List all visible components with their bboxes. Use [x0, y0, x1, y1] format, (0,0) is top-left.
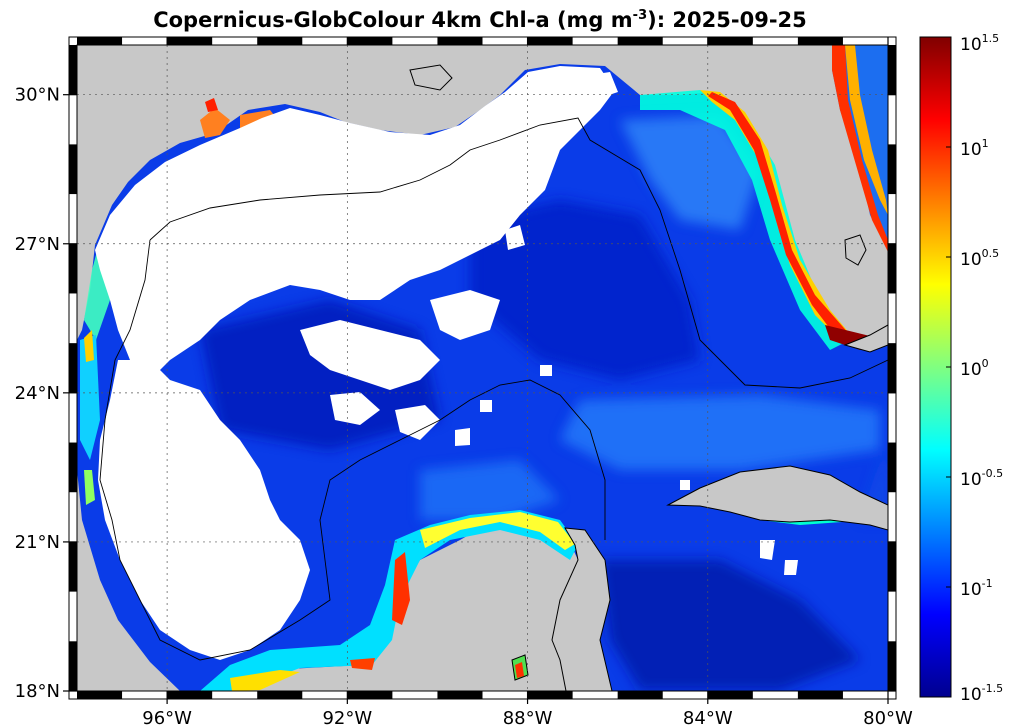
lat-tick-label: 21°N [15, 532, 60, 553]
lat-tick-label: 27°N [15, 234, 60, 255]
florida-shelf-band [640, 90, 850, 350]
frame-segment [257, 37, 303, 45]
chlorophyll-variation [200, 115, 888, 690]
lon-tick-label: 84°W [683, 708, 733, 727]
frame-segment [69, 243, 77, 294]
lat-tick-label: 18°N [15, 681, 60, 702]
mexico-coastal-band [80, 335, 100, 460]
colorbar-tick-label: 10-0.5 [960, 467, 1003, 490]
frame-segment [347, 37, 393, 45]
colorbar-tick-label: 100.5 [960, 247, 999, 270]
frame-segment [347, 691, 393, 699]
colorbar-tick-label: 10-1.5 [960, 682, 1003, 705]
map-title: Copernicus-GlobColour 4km Chl-a (mg m-3)… [153, 8, 807, 32]
frame-segment [707, 691, 753, 699]
frame-segment [888, 243, 896, 294]
frame-segment [69, 442, 77, 493]
frame-segment [77, 37, 123, 45]
frame-segment [617, 37, 663, 45]
cuba-land [666, 465, 888, 531]
tamaulipas-coastal-patch [84, 470, 95, 505]
frame-segment [257, 691, 303, 699]
frame-segment [888, 541, 896, 592]
colorbar [919, 36, 952, 698]
trinity-bay-red [205, 98, 218, 112]
frame-segment [797, 691, 843, 699]
frame-segment [437, 37, 483, 45]
florida-keys-land [843, 324, 888, 353]
frame-segment [77, 691, 123, 699]
frame-segment [797, 37, 843, 45]
frame-segment [888, 144, 896, 195]
frame-segment [69, 343, 77, 393]
campeche-coast-red [392, 552, 410, 625]
colorbar-ticks: 101.5 101 100.5 100 10-0.5 10-1 10-1.5 [946, 32, 1003, 705]
cloud-mask [95, 66, 798, 660]
veracruz-coast-yellow [230, 670, 300, 691]
frame-segment [167, 37, 213, 45]
colorbar-tick-label: 10-1 [960, 577, 993, 600]
colorbar-tick-label: 101.5 [960, 32, 999, 55]
frame-segment [69, 45, 77, 95]
frame-segment [527, 37, 573, 45]
colorbar-tick-label: 100 [960, 357, 989, 380]
longitude-axis: 96°W 92°W 88°W 84°W 80°W [77, 37, 913, 727]
lon-tick-label: 80°W [863, 708, 913, 727]
frame-segment [888, 442, 896, 493]
colorbar-tick-label: 101 [960, 137, 989, 160]
lon-tick-label: 96°W [142, 708, 192, 727]
frame-segment [69, 144, 77, 195]
yucatan-coastal-cyan [200, 510, 578, 691]
map-plot-area [77, 45, 888, 691]
frame-segment [437, 691, 483, 699]
galveston-bay-orange [200, 108, 230, 138]
frame-segment [888, 343, 896, 393]
frame-segment [167, 691, 213, 699]
frame-segment [707, 37, 753, 45]
latitude-axis: 30°N 27°N 24°N 21°N 18°N [15, 45, 896, 702]
frame-segment [617, 691, 663, 699]
yucatan-tip-red [515, 662, 524, 678]
atlantic-coast-orange [845, 45, 888, 215]
frame-segment [888, 45, 896, 95]
lon-tick-label: 88°W [503, 708, 553, 727]
frame-segment [888, 641, 896, 691]
tabasco-coast-red [350, 658, 375, 670]
yucatan-coastal-yellow [420, 512, 575, 550]
louisiana-lake [409, 64, 453, 91]
lon-tick-label: 92°W [322, 708, 372, 727]
frame-segment [527, 691, 573, 699]
laguna-madre-yellow [84, 330, 94, 362]
frame-segment [69, 541, 77, 592]
yucatan-land-east [551, 527, 613, 691]
frame-segment [69, 641, 77, 691]
eez-boundary-west [99, 239, 606, 661]
lake-okeechobee [844, 234, 867, 266]
atlantic-coast-red [832, 45, 888, 252]
lat-tick-label: 24°N [15, 383, 60, 404]
lat-tick-label: 30°N [15, 85, 60, 106]
eez-boundary-north [149, 117, 888, 389]
